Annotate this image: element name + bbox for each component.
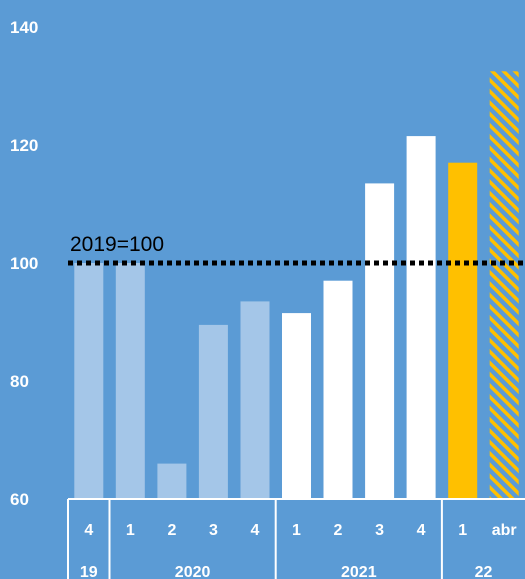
x-group-label: 22 xyxy=(475,564,493,579)
bar-11 xyxy=(489,71,519,500)
x-tick-label: 4 xyxy=(417,522,426,539)
bar-2 xyxy=(115,263,145,499)
y-tick-label: 140 xyxy=(10,18,38,37)
x-tick-label: 4 xyxy=(84,522,93,539)
bars-group xyxy=(74,71,519,500)
x-tick-label: 3 xyxy=(209,522,218,539)
axes-group xyxy=(67,260,525,579)
y-tick-label: 60 xyxy=(10,490,29,509)
x-tick-label: 1 xyxy=(126,522,135,539)
bar-3 xyxy=(157,463,187,499)
x-group-label: 19 xyxy=(80,564,98,579)
x-group-label: 2021 xyxy=(341,564,377,579)
bar-4 xyxy=(198,324,228,499)
reference-line-label: 2019=100 xyxy=(70,233,164,256)
x-tick-label: 3 xyxy=(375,522,384,539)
y-tick-label: 80 xyxy=(10,372,29,391)
x-tick-label: 2 xyxy=(167,522,176,539)
x-tick-label: 4 xyxy=(251,522,260,539)
y-tick-label: 120 xyxy=(10,136,38,155)
bar-1 xyxy=(74,263,104,499)
bar-5 xyxy=(240,301,270,499)
x-group-label: 2020 xyxy=(175,564,211,579)
bar-8 xyxy=(365,183,395,499)
bar-10 xyxy=(448,162,478,499)
x-tick-label: 2 xyxy=(334,522,343,539)
x-tick-label: 1 xyxy=(292,522,301,539)
labels-group: 60 80 100 120 140 2019=100 4 1 2 3 4 1 2 3 4 1 abr 19 2020… xyxy=(10,18,517,579)
y-tick-label: 100 xyxy=(10,254,38,273)
bar-9 xyxy=(406,136,436,499)
bar-6 xyxy=(282,313,311,499)
x-tick-label: 1 xyxy=(458,522,467,539)
bar-7 xyxy=(323,280,353,499)
x-tick-label: abr xyxy=(492,522,517,539)
